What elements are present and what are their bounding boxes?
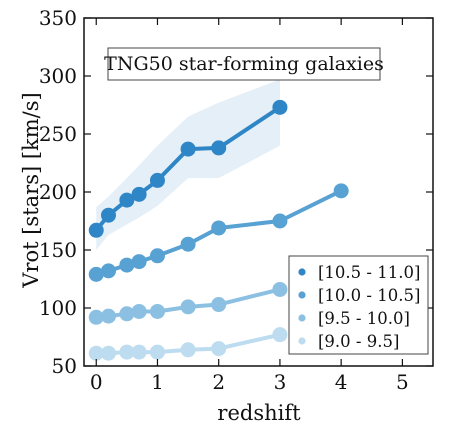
data-point — [333, 183, 349, 199]
data-point — [131, 344, 147, 360]
chart-title-box: TNG50 star-forming galaxies — [104, 47, 384, 81]
data-point — [272, 281, 288, 297]
data-point — [100, 345, 116, 361]
data-point — [100, 207, 116, 223]
data-point — [131, 186, 147, 202]
series — [88, 327, 288, 361]
data-point — [119, 344, 135, 360]
data-point — [211, 341, 227, 357]
legend-label: [10.5 - 11.0] — [318, 263, 420, 282]
data-point — [88, 309, 104, 325]
scatter-band-layer — [96, 79, 280, 250]
legend-item: [10.5 - 11.0] — [298, 263, 420, 282]
series — [88, 99, 288, 238]
y-axis-label: Vrot [stars] [km/s] — [19, 92, 43, 288]
legend-label: [10.0 - 10.5] — [318, 286, 420, 305]
x-tick-label: 4 — [335, 370, 348, 394]
legend-label: [9.0 - 9.5] — [318, 332, 399, 351]
legend-item: [9.5 - 10.0] — [298, 309, 410, 328]
data-point — [149, 344, 165, 360]
data-point — [119, 257, 135, 273]
x-tick-label: 1 — [151, 370, 164, 394]
data-point — [180, 342, 196, 358]
data-point — [180, 141, 196, 157]
y-tick-label: 50 — [52, 354, 77, 378]
y-tick-label: 250 — [39, 122, 77, 146]
data-point — [149, 303, 165, 319]
data-point — [119, 306, 135, 322]
data-point — [100, 263, 116, 279]
data-point — [211, 297, 227, 313]
data-point — [100, 308, 116, 324]
x-tick-label: 0 — [90, 370, 103, 394]
scatter-band — [96, 79, 280, 250]
data-point — [131, 254, 147, 270]
x-tick-label: 3 — [274, 370, 287, 394]
series-layer — [88, 99, 349, 361]
legend-item: [9.0 - 9.5] — [298, 332, 399, 351]
legend-marker — [298, 291, 306, 299]
legend-box — [288, 255, 429, 355]
data-point — [180, 236, 196, 252]
legend-marker — [298, 314, 306, 322]
x-axis-label: redshift — [217, 401, 301, 425]
legend-label: [9.5 - 10.0] — [318, 309, 410, 328]
data-point — [88, 222, 104, 238]
data-point — [88, 266, 104, 282]
chart-title: TNG50 star-forming galaxies — [104, 53, 384, 75]
data-point — [272, 327, 288, 343]
y-tick-label: 200 — [39, 180, 77, 204]
data-point — [149, 172, 165, 188]
legend: [10.5 - 11.0] [10.0 - 10.5] [9.5 - 10.0]… — [288, 255, 429, 355]
data-point — [211, 220, 227, 236]
legend-item: [10.0 - 10.5] — [298, 286, 420, 305]
y-tick-label: 150 — [39, 238, 77, 262]
x-tick-label: 2 — [212, 370, 225, 394]
series — [88, 281, 288, 325]
legend-marker — [298, 337, 306, 345]
axis-ticks: 0 1 2 3 4 5 50 100 150 200 250 300 350 — [39, 6, 433, 394]
series — [88, 183, 349, 282]
legend-marker — [298, 268, 306, 276]
data-point — [272, 213, 288, 229]
data-point — [131, 303, 147, 319]
data-point — [119, 192, 135, 208]
data-point — [272, 99, 288, 115]
data-point — [180, 299, 196, 315]
y-tick-label: 100 — [39, 296, 77, 320]
y-tick-label: 350 — [39, 6, 77, 30]
x-tick-label: 5 — [396, 370, 409, 394]
data-point — [88, 345, 104, 361]
data-point — [149, 248, 165, 264]
y-tick-label: 300 — [39, 64, 77, 88]
data-point — [211, 140, 227, 156]
